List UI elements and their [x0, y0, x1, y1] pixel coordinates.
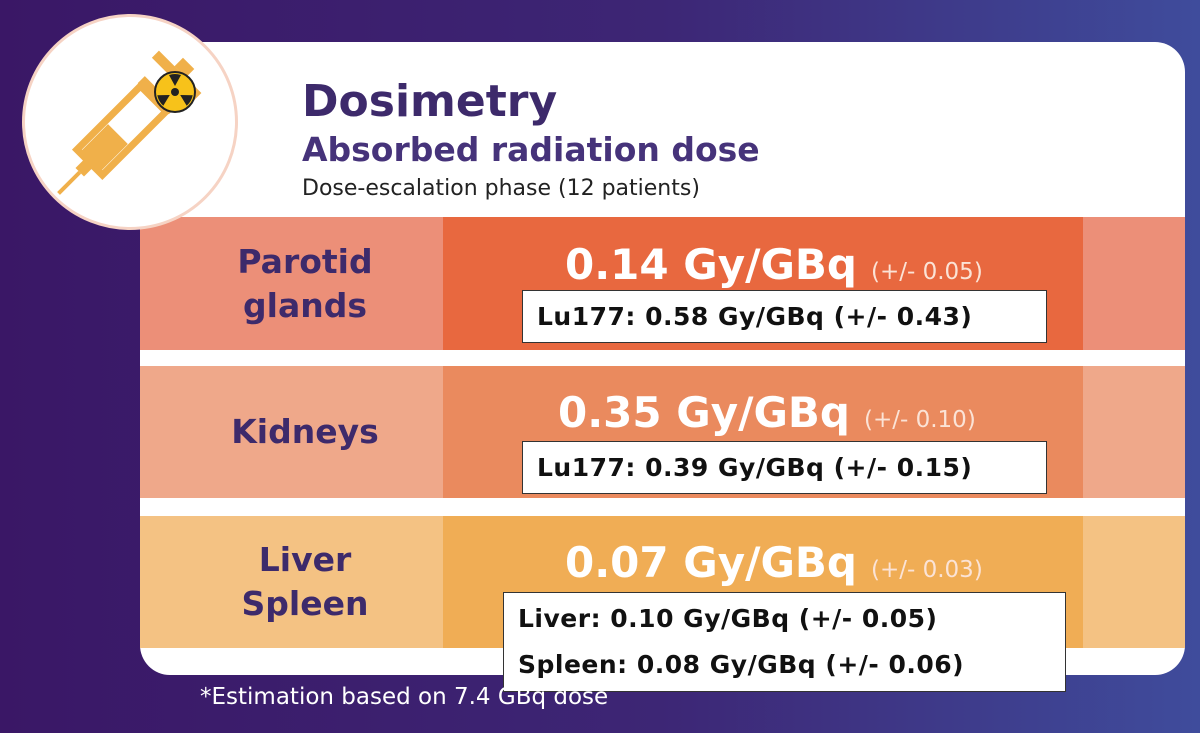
dose-error: (+/- 0.05): [871, 259, 983, 285]
side-cell: [1083, 366, 1185, 498]
dose-text: 0.35 Gy/GBq: [558, 388, 850, 437]
label-line: Parotid: [237, 241, 373, 281]
label-line: glands: [243, 285, 367, 325]
dose-text: 0.14 Gy/GBq: [565, 240, 857, 289]
dose-value: 0.07 Gy/GBq (+/- 0.03): [565, 538, 983, 587]
dose-text: 0.07 Gy/GBq: [565, 538, 857, 587]
dose-value: 0.35 Gy/GBq (+/- 0.10): [558, 388, 976, 437]
comparison-box: Lu177: 0.58 Gy/GBq (+/- 0.43): [522, 290, 1047, 343]
icon: [22, 14, 238, 230]
comparison-line: Liver: 0.10 Gy/GBq (+/- 0.05): [518, 604, 938, 633]
label-line: Liver: [258, 540, 352, 579]
row-label: Liver Spleen: [140, 516, 470, 648]
label-cell: [140, 217, 443, 350]
dose-error: (+/- 0.10): [864, 407, 976, 433]
comparison-line: Lu177: 0.58 Gy/GBq (+/- 0.43): [537, 301, 973, 331]
comparison-box: Lu177: 0.39 Gy/GBq (+/- 0.15): [522, 441, 1047, 494]
label-cell: [140, 516, 443, 648]
side-cell: [1083, 217, 1185, 350]
note: Dose-escalation phase (12 patients): [302, 176, 700, 201]
row-label: Parotid glands: [140, 217, 470, 350]
label-line: Kidneys: [231, 412, 379, 451]
syringe: [57, 50, 202, 195]
label-line: Spleen: [241, 584, 369, 623]
dose-value: 0.14 Gy/GBq (+/- 0.05): [565, 240, 983, 289]
row-label: Kidneys: [140, 366, 470, 498]
side-cell: [1083, 516, 1185, 648]
comparison-box: Liver: 0.10 Gy/GBq (+/- 0.05) Spleen: 0.0…: [503, 592, 1066, 692]
comparison-line: Lu177: 0.39 Gy/GBq (+/- 0.15): [537, 452, 973, 482]
footnote: *Estimation based on 7.4 GBq dose: [200, 684, 609, 710]
title: Dosimetry: [302, 76, 558, 127]
dose-error: (+/- 0.03): [871, 557, 983, 583]
label-cell: [140, 366, 443, 498]
radiation-symbol: [154, 71, 196, 113]
subtitle: Absorbed radiation dose: [302, 130, 760, 169]
syringe-icon: [57, 50, 202, 195]
comparison-line: Spleen: 0.08 Gy/GBq (+/- 0.06): [518, 650, 965, 679]
